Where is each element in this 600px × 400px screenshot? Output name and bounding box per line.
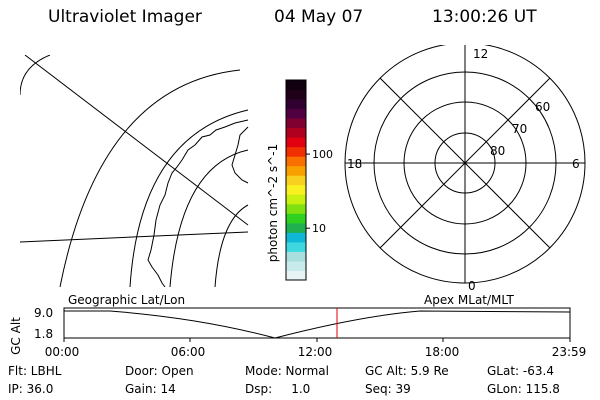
latitude-arc-3 [169, 149, 249, 287]
colorbar-swatch [286, 99, 306, 110]
lat-label-80: 80 [490, 144, 505, 158]
colorbar-swatch [286, 213, 306, 224]
colorbar-tick-label: 10 [312, 222, 326, 235]
orbit-ytick-low: 1.8 [34, 327, 53, 341]
mlt-label-top: 12 [473, 47, 488, 61]
colorbar-swatch [286, 232, 306, 243]
orbit-altitude-curve [64, 310, 571, 339]
polar-diagonal-2 [379, 77, 551, 249]
orbit-xtick-2: 12:00 [298, 345, 333, 359]
orbit-frame [63, 307, 571, 339]
orbit-ytick-high: 9.0 [34, 306, 53, 320]
colorbar-swatch [286, 203, 306, 214]
colorbar-swatch [286, 156, 306, 167]
colorbar-swatch [286, 137, 306, 148]
latitude-arc-2 [129, 109, 249, 287]
latitude-arc-outer [20, 55, 51, 96]
orbit-xtick-1: 06:00 [171, 345, 206, 359]
colorbar-swatch [286, 80, 306, 91]
mlt-label-bottom: 0 [468, 279, 476, 290]
seq-info: Seq: 39 [365, 382, 411, 396]
coastline-2 [231, 126, 249, 184]
coastline [147, 119, 249, 287]
mode-info: Mode: Normal [245, 364, 329, 378]
colorbar-swatch [286, 175, 306, 186]
date-label: 04 May 07 [274, 7, 364, 27]
apex-title: Apex MLat/MLT [424, 293, 514, 307]
geographic-title: Geographic Lat/Lon [68, 293, 186, 307]
colorbar-ticks: 100 10 [306, 148, 333, 235]
colorbar-swatch [286, 270, 306, 281]
longitude-line-2 [20, 231, 249, 243]
geographic-map [20, 55, 249, 287]
colorbar-swatch [286, 260, 306, 271]
colorbar-swatch [286, 118, 306, 129]
colorbar-swatch [286, 146, 306, 157]
lat-label-70: 70 [512, 122, 527, 136]
colorbar-swatch [286, 184, 306, 195]
colorbar-swatch [286, 222, 306, 233]
latitude-arc-4 [214, 204, 249, 287]
time-label: 13:00:26 UT [432, 7, 537, 27]
longitude-line-1 [24, 55, 249, 226]
instrument-title: Ultraviolet Imager [48, 7, 202, 27]
glon-info: GLon: 115.8 [487, 382, 560, 396]
orbit-xtick-4: 23:59 [552, 345, 587, 359]
orbit-xtick-3: 18:00 [425, 345, 460, 359]
mlt-label-right: 6 [572, 157, 580, 171]
filter-info: Flt: LBHL [8, 364, 62, 378]
colorbar-tick-label: 100 [312, 148, 333, 161]
polar-plot: 12 18 6 0 60 70 80 [344, 45, 586, 290]
colorbar: photon cm^-2 s^-1 100 10 [266, 79, 333, 281]
orbit-ylabel: GC Alt [9, 317, 23, 355]
colorbar-label: photon cm^-2 s^-1 [266, 144, 280, 262]
orbit-plot: GC Alt 9.0 1.8 00:00 06:00 12:00 18:00 2… [9, 306, 587, 359]
gain-info: Gain: 14 [125, 382, 176, 396]
lat-label-60: 60 [535, 100, 550, 114]
colorbar-swatch [286, 108, 306, 119]
ip-info: IP: 36.0 [8, 382, 54, 396]
colorbar-swatch [286, 165, 306, 176]
colorbar-swatch [286, 127, 306, 138]
colorbar-swatches [286, 80, 306, 281]
colorbar-swatch [286, 251, 306, 262]
colorbar-swatch [286, 241, 306, 252]
glat-info: GLat: -63.4 [487, 364, 554, 378]
mlt-label-left: 18 [347, 157, 362, 171]
colorbar-swatch [286, 194, 306, 205]
door-info: Door: Open [125, 364, 194, 378]
orbit-xtick-0: 00:00 [45, 345, 80, 359]
colorbar-swatch [286, 89, 306, 100]
colorbar-frame [285, 79, 307, 281]
dsp-info: Dsp: 1.0 [245, 382, 311, 396]
gc-alt-info: GC Alt: 5.9 Re [365, 364, 449, 378]
